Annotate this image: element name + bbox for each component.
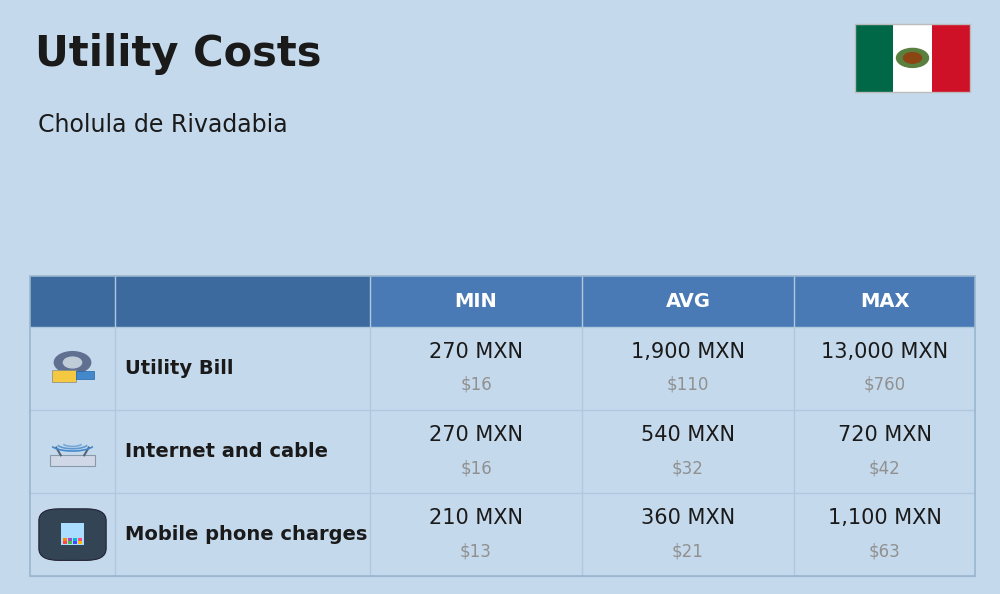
Bar	[78, 541, 82, 544]
Bar	[63, 538, 67, 541]
Bar	[30, 493, 975, 576]
Circle shape	[904, 53, 922, 64]
Text: $63: $63	[869, 542, 900, 560]
Bar	[30, 410, 975, 493]
Circle shape	[63, 357, 82, 368]
Text: $42: $42	[869, 459, 900, 477]
Text: Mobile phone charges: Mobile phone charges	[125, 525, 367, 544]
Bar	[855, 24, 970, 92]
Text: Utility Bill: Utility Bill	[125, 359, 234, 378]
Text: 210 MXN: 210 MXN	[429, 508, 523, 528]
Text: $760: $760	[863, 376, 906, 394]
Text: MIN: MIN	[455, 292, 497, 311]
Text: 360 MXN: 360 MXN	[641, 508, 735, 528]
Text: AVG: AVG	[666, 292, 710, 311]
Bar	[52, 370, 76, 382]
Text: 1,900 MXN: 1,900 MXN	[631, 342, 745, 362]
Bar	[370, 276, 975, 327]
Bar	[78, 538, 82, 541]
Text: 270 MXN: 270 MXN	[429, 425, 523, 445]
Text: $21: $21	[672, 542, 704, 560]
Text: $16: $16	[460, 376, 492, 394]
Bar	[30, 276, 370, 327]
Bar	[30, 276, 975, 576]
Text: $16: $16	[460, 459, 492, 477]
Text: 540 MXN: 540 MXN	[641, 425, 735, 445]
Text: 270 MXN: 270 MXN	[429, 342, 523, 362]
Bar	[63, 541, 67, 544]
FancyBboxPatch shape	[39, 509, 106, 560]
Bar	[932, 24, 970, 92]
Bar	[73, 541, 77, 544]
Bar	[893, 24, 932, 92]
Text: Cholula de Rivadabia: Cholula de Rivadabia	[38, 113, 288, 137]
Text: $110: $110	[667, 376, 709, 394]
Bar	[855, 24, 893, 92]
Text: $13: $13	[460, 542, 492, 560]
Text: $32: $32	[672, 459, 704, 477]
Bar	[61, 523, 84, 545]
Text: Internet and cable: Internet and cable	[125, 442, 328, 461]
Text: 1,100 MXN: 1,100 MXN	[828, 508, 941, 528]
Bar	[76, 371, 94, 379]
Bar	[30, 327, 975, 410]
Bar	[50, 456, 95, 466]
Text: MAX: MAX	[860, 292, 909, 311]
Text: 720 MXN: 720 MXN	[838, 425, 932, 445]
Bar	[68, 538, 72, 541]
Bar	[73, 538, 77, 541]
Text: Utility Costs: Utility Costs	[35, 33, 322, 75]
Circle shape	[54, 352, 91, 373]
Text: 13,000 MXN: 13,000 MXN	[821, 342, 948, 362]
Circle shape	[896, 48, 928, 68]
Bar	[68, 541, 72, 544]
